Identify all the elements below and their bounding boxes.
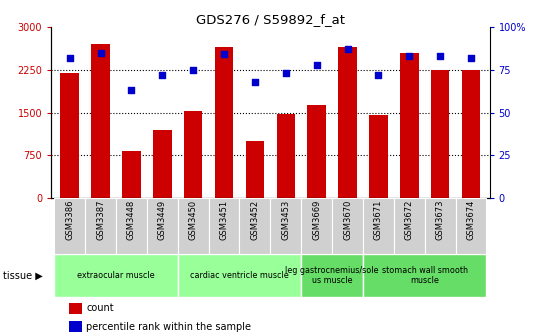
Text: GSM3386: GSM3386: [65, 200, 74, 240]
Title: GDS276 / S59892_f_at: GDS276 / S59892_f_at: [196, 13, 345, 26]
Text: GSM3673: GSM3673: [436, 200, 445, 240]
Text: GSM3669: GSM3669: [312, 200, 321, 240]
Bar: [122, 151, 140, 198]
Text: extraocular muscle: extraocular muscle: [77, 271, 155, 280]
Bar: [239, 198, 271, 254]
Point: [467, 55, 476, 60]
Bar: [363, 198, 394, 254]
Point: [374, 72, 383, 78]
Point: [343, 46, 352, 52]
Point: [189, 67, 197, 73]
Text: leg gastrocnemius/sole
us muscle: leg gastrocnemius/sole us muscle: [285, 266, 379, 285]
Bar: [277, 114, 295, 198]
Bar: [431, 70, 449, 198]
Text: GSM3674: GSM3674: [466, 200, 476, 240]
Point: [251, 79, 259, 84]
Point: [158, 72, 167, 78]
Text: tissue ▶: tissue ▶: [3, 270, 43, 281]
Bar: [209, 198, 239, 254]
Text: GSM3672: GSM3672: [405, 200, 414, 240]
Text: GSM3671: GSM3671: [374, 200, 383, 240]
Point: [220, 52, 228, 57]
Bar: [178, 198, 209, 254]
Text: count: count: [86, 303, 114, 313]
Bar: [215, 47, 233, 198]
Text: GSM3453: GSM3453: [281, 200, 291, 240]
Bar: [69, 303, 82, 313]
Bar: [69, 321, 82, 332]
Bar: [301, 198, 332, 254]
Bar: [424, 198, 456, 254]
Bar: [178, 254, 301, 297]
Bar: [91, 44, 110, 198]
Bar: [307, 104, 326, 198]
Point: [436, 53, 444, 59]
Bar: [116, 198, 147, 254]
Text: GSM3452: GSM3452: [250, 200, 259, 240]
Bar: [85, 198, 116, 254]
Point: [65, 55, 74, 60]
Bar: [394, 198, 424, 254]
Bar: [60, 73, 79, 198]
Point: [96, 50, 105, 55]
Bar: [462, 70, 480, 198]
Text: percentile rank within the sample: percentile rank within the sample: [86, 322, 251, 332]
Bar: [338, 47, 357, 198]
Point: [313, 62, 321, 67]
Bar: [332, 198, 363, 254]
Bar: [271, 198, 301, 254]
Bar: [301, 254, 363, 297]
Bar: [456, 198, 486, 254]
Text: GSM3387: GSM3387: [96, 200, 105, 240]
Text: stomach wall smooth
muscle: stomach wall smooth muscle: [382, 266, 468, 285]
Point: [405, 53, 414, 59]
Point: [281, 71, 290, 76]
Text: cardiac ventricle muscle: cardiac ventricle muscle: [190, 271, 289, 280]
Text: GSM3451: GSM3451: [220, 200, 229, 240]
Bar: [184, 111, 202, 198]
Bar: [147, 198, 178, 254]
Bar: [363, 254, 486, 297]
Bar: [54, 198, 85, 254]
Text: GSM3449: GSM3449: [158, 200, 167, 240]
Point: [127, 88, 136, 93]
Bar: [246, 141, 264, 198]
Bar: [400, 53, 419, 198]
Text: GSM3448: GSM3448: [127, 200, 136, 240]
Bar: [369, 116, 388, 198]
Text: GSM3670: GSM3670: [343, 200, 352, 240]
Bar: [153, 130, 172, 198]
Bar: [54, 254, 178, 297]
Text: GSM3450: GSM3450: [189, 200, 197, 240]
